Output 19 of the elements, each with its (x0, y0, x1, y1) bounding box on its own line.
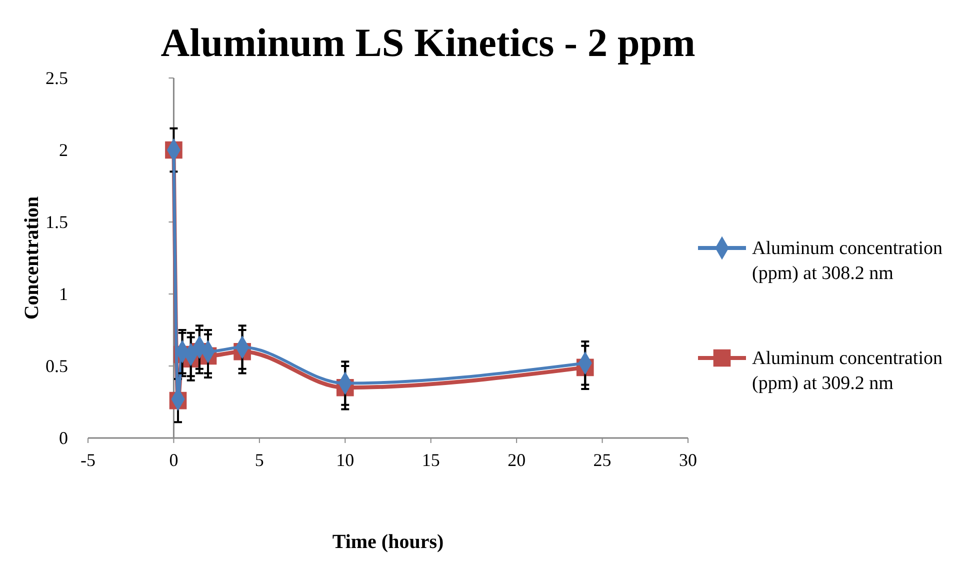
legend-label: Aluminum concentration (ppm) at 308.2 nm (752, 238, 943, 284)
y-tick-label: 1 (59, 284, 68, 304)
x-tick-label: 25 (593, 450, 612, 470)
x-tick-label: 20 (508, 450, 526, 470)
x-tick-label: 0 (169, 450, 178, 470)
x-axis-title: Time (hours) (332, 531, 444, 553)
x-tick-label: 5 (254, 450, 264, 470)
x-tick-label: 30 (679, 450, 697, 470)
x-tick-label: 10 (336, 450, 354, 470)
y-tick-label: 1.5 (46, 212, 68, 232)
y-tick-label: 2 (59, 140, 68, 160)
x-tick-label: -5 (80, 450, 96, 470)
chart-title: Aluminum LS Kinetics - 2 ppm (160, 20, 696, 65)
x-tick-label: 15 (422, 450, 440, 470)
y-tick-label: 2.5 (46, 68, 68, 88)
y-tick-label: 0.5 (46, 356, 68, 376)
y-axis-title: Concentration (21, 196, 43, 320)
y-tick-label: 0 (59, 428, 68, 448)
legend-label: Aluminum concentration (ppm) at 309.2 nm (752, 348, 943, 394)
